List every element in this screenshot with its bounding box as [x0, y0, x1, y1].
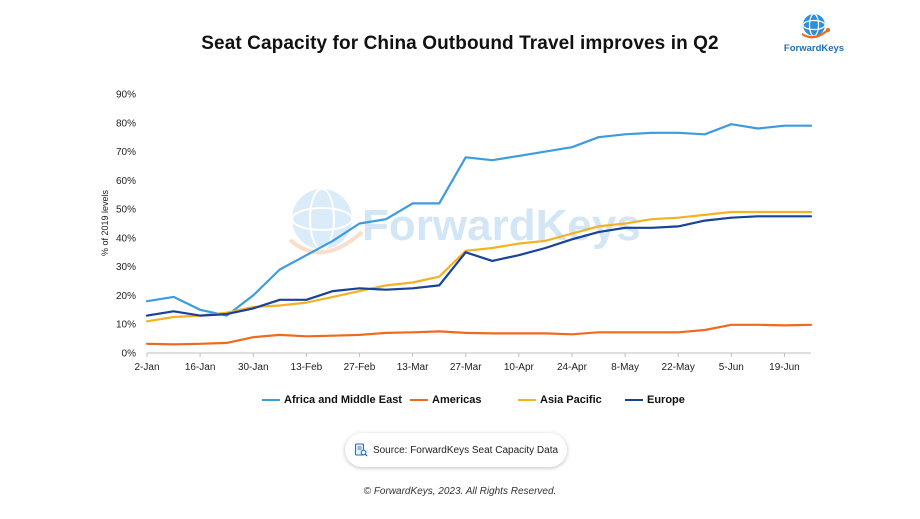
- watermark-text: ForwardKeys: [362, 201, 641, 250]
- y-tick-label: 80%: [116, 118, 136, 129]
- series-line-africa-and-middle-east: [145, 123, 813, 317]
- y-tick-label: 40%: [116, 233, 136, 244]
- legend-item-americas: Americas: [410, 391, 482, 409]
- y-tick-label: 0%: [122, 349, 137, 360]
- chart-title: Seat Capacity for China Outbound Travel …: [201, 33, 719, 54]
- legend-swatch: [262, 398, 280, 402]
- y-tick-label: 60%: [116, 176, 136, 187]
- y-axis-ticks: 0% 10% 20% 30% 40% 50% 60% 70% 80% 90%: [116, 90, 136, 360]
- series-lines: [145, 123, 813, 346]
- legend-label: Asia Pacific: [540, 394, 602, 406]
- logo-text: ForwardKeys: [783, 43, 845, 54]
- y-tick-label: 10%: [116, 320, 136, 331]
- x-tick-label: 30-Jan: [238, 362, 269, 373]
- legend-item-africa-and-middle-east: Africa and Middle East: [262, 391, 402, 409]
- x-tick-label: 22-May: [662, 362, 695, 373]
- series-line-europe: [145, 215, 813, 317]
- copyright-text: © ForwardKeys, 2023. All Rights Reserved…: [363, 486, 557, 497]
- globe-icon: [801, 13, 830, 39]
- legend-swatch: [625, 398, 643, 402]
- legend: Africa and Middle East Americas Asia Pacif…: [0, 391, 920, 409]
- document-search-icon: [354, 443, 368, 457]
- x-tick-label: 27-Mar: [450, 362, 482, 373]
- y-tick-label: 90%: [116, 90, 136, 101]
- legend-item-asia-pacific: Asia Pacific: [518, 391, 602, 409]
- y-tick-label: 30%: [116, 262, 136, 273]
- x-tick-label: 10-Apr: [504, 362, 535, 373]
- x-tick-label: 19-Jun: [769, 362, 800, 373]
- y-tick-label: 50%: [116, 205, 136, 216]
- x-tick-label: 8-May: [611, 362, 639, 373]
- source-text: Source: ForwardKeys Seat Capacity Data: [372, 444, 559, 456]
- x-tick-label: 27-Feb: [344, 362, 376, 373]
- watermark: ForwardKeys: [288, 188, 641, 255]
- x-tick-label: 2-Jan: [134, 362, 159, 373]
- y-tick-label: 70%: [116, 147, 136, 158]
- source-badge: Source: ForwardKeys Seat Capacity Data: [345, 433, 567, 467]
- series-line-americas: [145, 323, 813, 346]
- legend-label: Europe: [647, 394, 685, 406]
- x-axis-ticks: 2-Jan 16-Jan 30-Jan 13-Feb 27-Feb 13-Mar 27-Ma…: [134, 353, 800, 373]
- legend-swatch: [518, 398, 536, 402]
- y-axis-label: % of 2019 levels: [100, 189, 110, 256]
- legend-label: Africa and Middle East: [284, 394, 402, 406]
- legend-item-europe: Europe: [625, 391, 685, 409]
- x-tick-label: 13-Feb: [291, 362, 323, 373]
- y-tick-label: 20%: [116, 291, 136, 302]
- x-tick-label: 5-Jun: [719, 362, 744, 373]
- x-tick-label: 24-Apr: [557, 362, 588, 373]
- x-tick-label: 16-Jan: [185, 362, 216, 373]
- legend-swatch: [410, 398, 428, 402]
- x-tick-label: 13-Mar: [397, 362, 429, 373]
- legend-label: Americas: [432, 394, 482, 406]
- forwardkeys-logo: ForwardKeys: [782, 10, 846, 58]
